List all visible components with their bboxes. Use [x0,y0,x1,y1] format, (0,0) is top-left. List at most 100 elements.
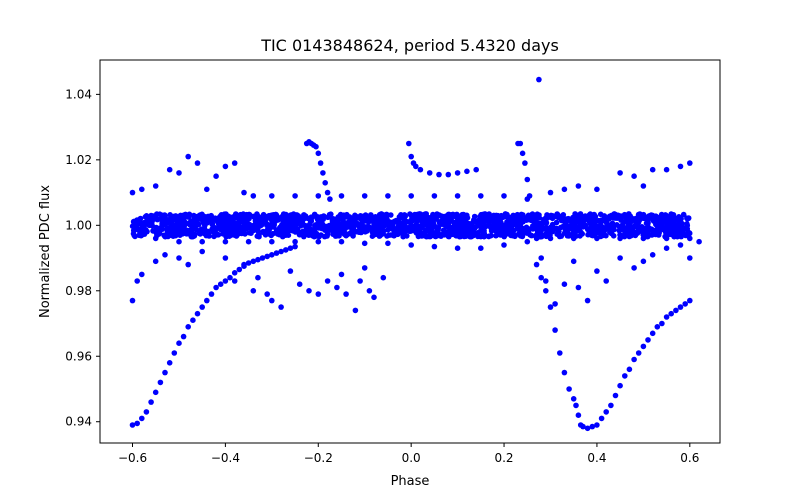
data-point [315,193,322,199]
data-point [361,223,367,230]
data-point [620,224,627,231]
data-point [519,150,526,157]
x-axis: −0.6 −0.4 −0.2 0.0 0.2 0.4 0.6 [118,443,699,465]
data-point [454,245,461,251]
data-point [529,216,535,222]
data-point [302,213,309,219]
data-point [617,170,623,176]
data-point [431,243,438,250]
data-point [497,228,503,234]
data-point [580,423,586,430]
data-point [522,160,528,166]
data-point [517,216,524,222]
data-point [275,230,281,237]
data-point [338,238,345,245]
data-point [222,255,229,261]
data-point [663,245,670,251]
y-tick-label: 1.02 [65,153,92,167]
data-point [361,265,368,271]
data-point [426,170,433,176]
data-point [534,213,541,220]
data-point [334,284,340,291]
data-point [594,186,600,193]
data-point [278,248,284,255]
data-point [137,231,143,238]
data-point [387,219,394,225]
data-point [533,235,540,242]
data-point [203,217,209,223]
data-point [617,235,623,242]
data-point [273,250,280,256]
data-point [517,229,524,235]
data-point [547,235,554,242]
data-point [312,223,318,229]
data-point [157,379,164,386]
data-point [663,166,670,173]
data-point [131,232,137,239]
data-point [417,166,424,173]
data-point [580,222,587,228]
data-point [566,386,572,392]
data-point [561,230,568,236]
data-point [538,274,544,281]
data-point [174,222,180,228]
x-tick-label: 0.4 [587,451,606,465]
data-point [315,291,322,297]
data-point [621,232,628,239]
data-point [687,255,693,261]
data-point [264,253,271,260]
data-point [637,211,643,217]
data-point [324,278,331,284]
data-point [236,216,243,222]
data-point [685,215,692,221]
x-tick-label: −0.4 [211,451,240,465]
data-point [185,324,191,330]
data-point [627,213,633,219]
scatter-points [129,76,702,432]
y-tick-label: 1.00 [65,218,92,232]
data-point [285,232,292,238]
data-point [134,420,140,427]
data-point [152,183,159,189]
data-point [493,212,500,219]
data-point [645,337,651,343]
data-point [486,211,492,217]
data-point [351,229,358,235]
data-point [149,219,155,226]
data-point [250,258,257,265]
x-tick-label: −0.2 [304,451,333,465]
data-point [501,242,507,248]
data-point [654,324,661,330]
data-point [606,213,613,220]
data-point [213,284,219,291]
data-point [385,240,391,247]
data-point [656,225,663,231]
data-point [614,222,620,228]
data-point [171,213,177,220]
data-point [166,360,173,366]
data-point [383,211,390,218]
data-point [255,274,261,281]
data-point [584,297,591,304]
data-point [549,221,556,228]
data-point [180,218,187,224]
data-point [612,392,619,399]
data-point [537,227,544,234]
data-point [570,235,577,242]
data-point [696,238,702,245]
data-point [204,186,210,193]
data-point [217,281,224,288]
data-point [222,278,229,284]
data-point [245,238,252,245]
data-point [218,212,225,218]
y-tick-label: 0.98 [65,284,92,298]
data-point [552,301,558,307]
data-point [673,307,679,314]
data-point [222,163,229,170]
data-point [675,216,681,223]
data-point [203,232,210,239]
data-point [221,230,228,236]
data-point [524,238,531,245]
data-point [659,320,665,327]
data-point [199,238,205,245]
